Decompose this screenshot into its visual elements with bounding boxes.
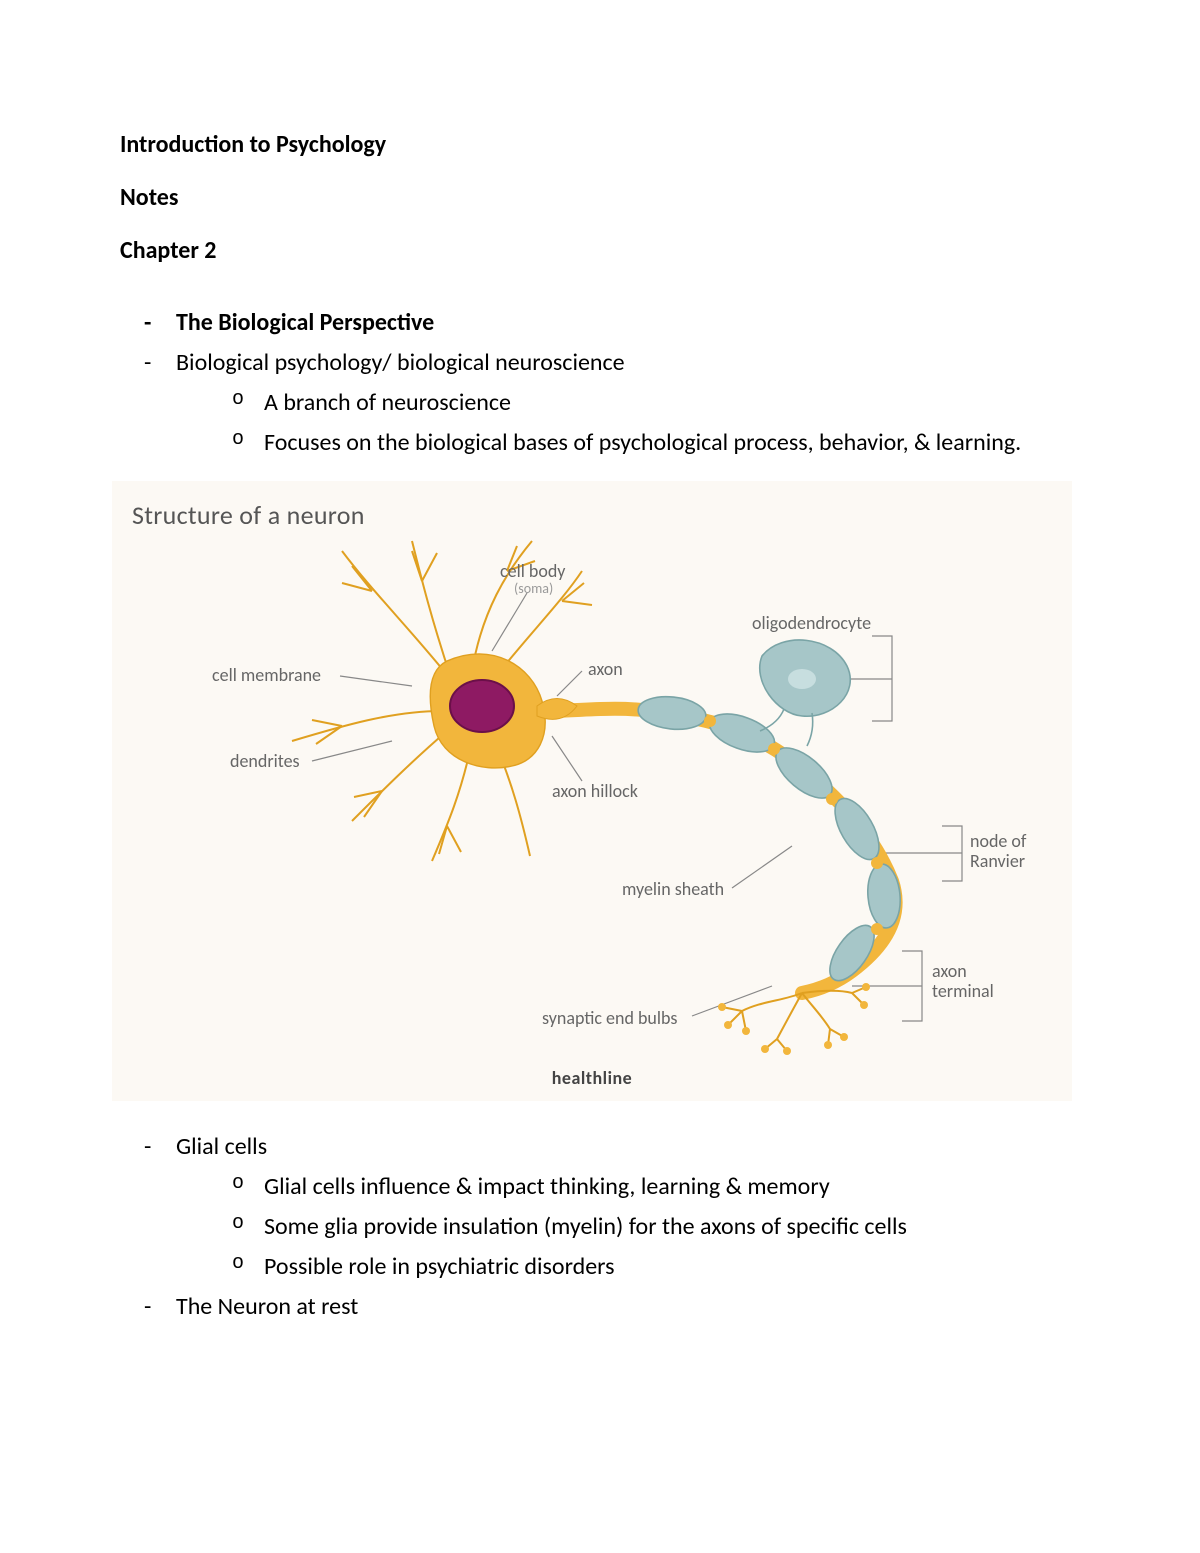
list-item: A branch of neuroscience (264, 385, 1080, 421)
label-synaptic-end-bulbs: synaptic end bulbs (542, 1008, 677, 1029)
diagram-attribution: healthline (552, 1067, 633, 1089)
label-axon-terminal-2: terminal (932, 981, 994, 1002)
label-myelin-sheath: myelin sheath (622, 879, 724, 900)
label-dendrites: dendrites (230, 751, 300, 772)
sub-list: Glial cells influence & impact thinking,… (176, 1169, 1080, 1285)
list-item: Glial cells influence & impact thinking,… (264, 1169, 1080, 1205)
diagram-title: Structure of a neuron (132, 499, 365, 531)
label-axon-hillock: axon hillock (552, 781, 638, 802)
chapter-heading: Chapter 2 (120, 236, 1080, 265)
list-item: The Neuron at rest (176, 1289, 1080, 1325)
label-soma: (soma) (514, 581, 553, 597)
bottom-bullet-list: Glial cells Glial cells influence & impa… (120, 1129, 1080, 1325)
list-item-text: Glial cells (176, 1132, 267, 1161)
document-page: Introduction to Psychology Notes Chapter… (0, 0, 1200, 1553)
list-item: Glial cells Glial cells influence & impa… (176, 1129, 1080, 1285)
list-item: Some glia provide insulation (myelin) fo… (264, 1209, 1080, 1245)
label-axon-terminal-1: axon (932, 961, 967, 982)
label-axon: axon (588, 659, 623, 680)
label-node-of-ranvier-2: Ranvier (970, 851, 1025, 872)
section-heading: The Biological Perspective (176, 305, 1080, 341)
notes-heading: Notes (120, 183, 1080, 212)
label-node-of-ranvier-1: node of (970, 831, 1026, 852)
label-cell-body: cell body (500, 561, 565, 582)
neuron-diagram: Structure of a neuron (112, 481, 1072, 1101)
page-title: Introduction to Psychology (120, 130, 1080, 159)
sub-list: A branch of neuroscience Focuses on the … (176, 385, 1080, 461)
label-oligodendrocyte: oligodendrocyte (752, 613, 871, 634)
list-item: Possible role in psychiatric disorders (264, 1249, 1080, 1285)
list-item: Biological psychology/ biological neuros… (176, 345, 1080, 461)
list-item-text: Biological psychology/ biological neuros… (176, 348, 625, 377)
top-bullet-list: The Biological Perspective Biological ps… (120, 305, 1080, 461)
list-item: Focuses on the biological bases of psych… (264, 425, 1080, 461)
label-cell-membrane: cell membrane (212, 665, 321, 686)
